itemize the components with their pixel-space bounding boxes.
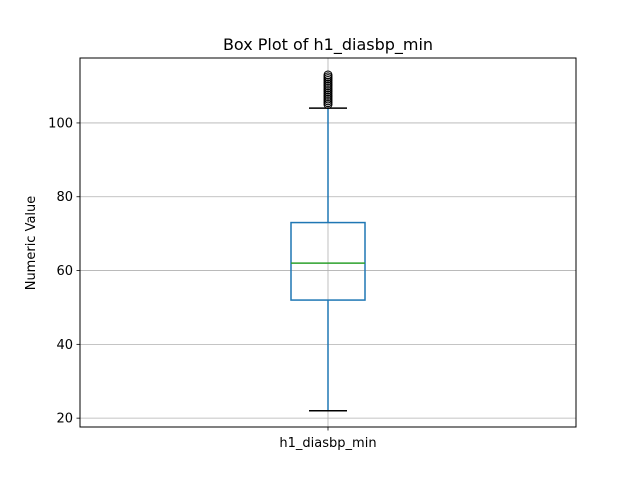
box-iqr bbox=[290, 221, 366, 301]
x-tick-label: h1_diasbp_min bbox=[279, 436, 376, 451]
box-plot-group bbox=[290, 70, 366, 412]
y-axis-ticks: 20 40 60 80 100 bbox=[48, 116, 80, 427]
y-tick-label: 40 bbox=[56, 338, 73, 353]
y-axis-label: Numeric Value bbox=[24, 196, 39, 291]
outlier-point bbox=[323, 70, 333, 80]
y-tick-label: 100 bbox=[48, 116, 73, 131]
y-tick-label: 20 bbox=[56, 412, 73, 427]
plot-area-frame bbox=[79, 57, 577, 428]
chart-title: Box Plot of h1_diasbp_min bbox=[223, 35, 433, 55]
y-tick-label: 80 bbox=[56, 190, 73, 205]
y-tick-label: 60 bbox=[56, 264, 73, 279]
x-axis-ticks: h1_diasbp_min bbox=[279, 427, 377, 451]
box-plot-series bbox=[290, 70, 366, 412]
